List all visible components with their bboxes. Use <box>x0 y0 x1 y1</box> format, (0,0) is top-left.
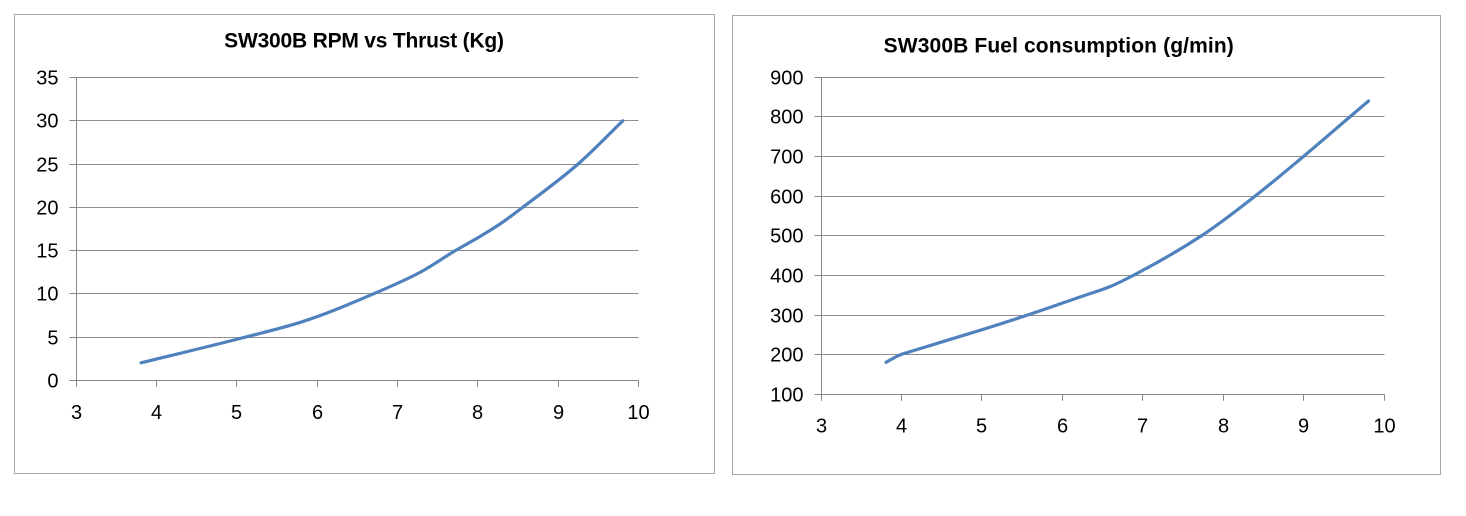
svg-text:5: 5 <box>231 402 242 424</box>
svg-text:10: 10 <box>36 283 58 305</box>
svg-text:6: 6 <box>312 402 323 424</box>
svg-text:8: 8 <box>472 402 483 424</box>
svg-text:600: 600 <box>770 186 803 208</box>
svg-text:9: 9 <box>1298 415 1309 437</box>
svg-text:3: 3 <box>71 402 82 424</box>
svg-text:200: 200 <box>770 344 803 366</box>
svg-text:5: 5 <box>976 415 987 437</box>
svg-text:300: 300 <box>770 305 803 327</box>
svg-text:25: 25 <box>36 154 58 176</box>
svg-text:4: 4 <box>896 415 907 437</box>
svg-text:900: 900 <box>770 67 803 89</box>
svg-text:100: 100 <box>770 384 803 406</box>
svg-text:SW300B Fuel consumption (g/min: SW300B Fuel consumption (g/min) <box>884 34 1234 57</box>
svg-text:7: 7 <box>392 402 403 424</box>
svg-text:7: 7 <box>1137 415 1148 437</box>
svg-text:400: 400 <box>770 265 803 287</box>
svg-text:3: 3 <box>816 415 827 437</box>
svg-text:8: 8 <box>1218 415 1229 437</box>
svg-text:10: 10 <box>1373 415 1395 437</box>
svg-text:20: 20 <box>36 197 58 219</box>
svg-text:30: 30 <box>36 110 58 132</box>
svg-text:0: 0 <box>47 370 58 392</box>
svg-text:10: 10 <box>627 402 649 424</box>
svg-text:35: 35 <box>36 67 58 89</box>
svg-text:500: 500 <box>770 225 803 247</box>
svg-text:15: 15 <box>36 240 58 262</box>
svg-text:4: 4 <box>151 402 162 424</box>
svg-text:SW300B RPM vs Thrust (Kg): SW300B RPM vs Thrust (Kg) <box>224 29 504 52</box>
svg-text:800: 800 <box>770 106 803 128</box>
svg-text:5: 5 <box>47 327 58 349</box>
svg-text:6: 6 <box>1057 415 1068 437</box>
svg-text:9: 9 <box>553 402 564 424</box>
svg-text:700: 700 <box>770 146 803 168</box>
